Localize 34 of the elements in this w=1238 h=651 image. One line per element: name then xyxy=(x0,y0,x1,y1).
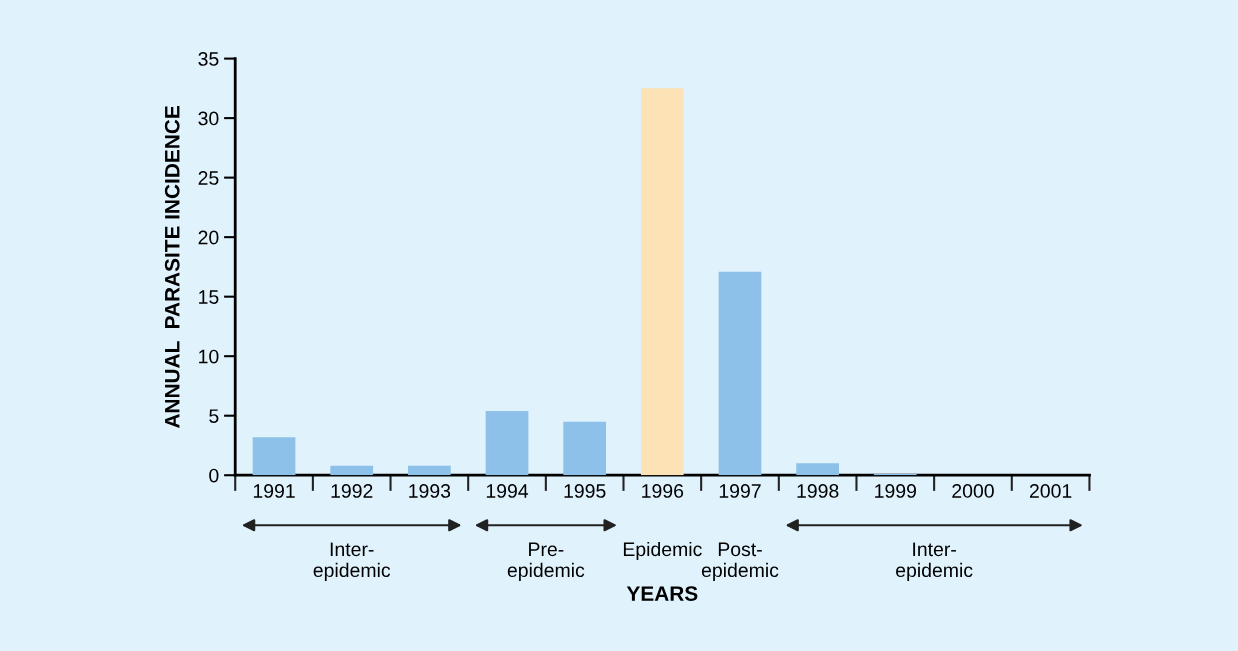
x-tick-label: 1998 xyxy=(797,484,839,498)
bar xyxy=(796,463,839,476)
bar xyxy=(640,88,684,476)
y-tick-label: 10 xyxy=(199,349,219,364)
bar xyxy=(718,271,762,476)
x-tick-label: 1993 xyxy=(409,484,451,498)
x-tick-label: 2001 xyxy=(1029,484,1072,498)
y-tick-label: 35 xyxy=(198,52,219,66)
text: Epidemic xyxy=(623,541,702,561)
x-tick-label: 1995 xyxy=(564,484,606,498)
y-tick-label: 20 xyxy=(198,230,219,245)
text: Post- epidemic xyxy=(701,542,779,581)
x-tick-label: 2000 xyxy=(952,484,994,498)
bar xyxy=(330,465,374,476)
y-tick-label: 5 xyxy=(209,409,219,423)
x-tick-label: 1994 xyxy=(486,484,529,498)
y-tick-label: 0 xyxy=(209,468,219,483)
y-tick-label: 15 xyxy=(199,290,219,304)
y-axis-title: ANNUAL PARASITE INCIDENCE xyxy=(164,106,180,429)
x-tick-label: 1999 xyxy=(875,484,917,498)
text: Inter- epidemic xyxy=(896,542,973,581)
x-tick-label: 1996 xyxy=(642,484,684,498)
y-tick-label: 30 xyxy=(198,111,219,126)
bar xyxy=(252,437,296,476)
x-axis-title: YEARS xyxy=(626,586,698,601)
y-tick-label: 25 xyxy=(198,171,219,185)
x-tick-label: 1997 xyxy=(719,484,761,498)
x-tick-label: 1991 xyxy=(253,484,295,498)
bar xyxy=(408,465,451,476)
bar xyxy=(563,421,607,476)
text: Pre- epidemic xyxy=(507,542,585,581)
x-tick-label: 1992 xyxy=(331,484,373,498)
bar xyxy=(485,410,529,476)
text: Inter- epidemic xyxy=(313,542,391,581)
